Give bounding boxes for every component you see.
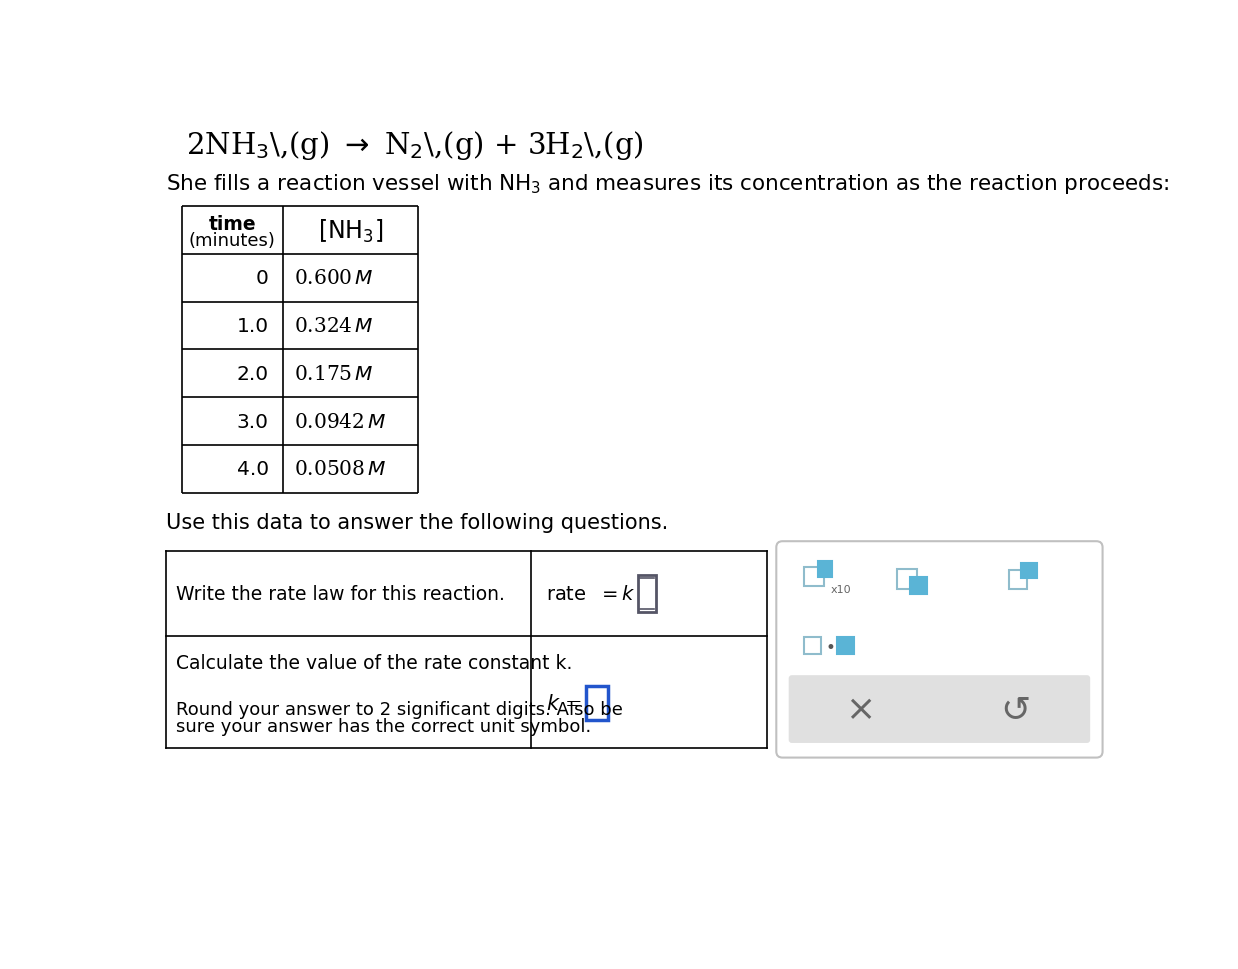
Text: Round your answer to 2 significant digits. Also be: Round your answer to 2 significant digit… (176, 701, 623, 718)
Text: time: time (208, 214, 256, 234)
Text: •: • (826, 639, 836, 657)
Text: ↺: ↺ (1000, 693, 1030, 727)
Text: Calculate the value of the rate constant k.: Calculate the value of the rate constant… (176, 654, 572, 672)
Text: $\left[\mathrm{NH_3}\right]$: $\left[\mathrm{NH_3}\right]$ (318, 217, 383, 244)
Text: (minutes): (minutes) (189, 232, 276, 250)
Text: x10: x10 (831, 584, 852, 594)
Text: 1.0: 1.0 (236, 317, 269, 336)
Text: 0.175$\,M$: 0.175$\,M$ (295, 364, 374, 384)
Bar (805, 638, 821, 655)
Text: rate  $= k$: rate $= k$ (546, 584, 636, 604)
Text: Write the rate law for this reaction.: Write the rate law for this reaction. (176, 584, 505, 604)
Text: 0: 0 (256, 269, 269, 288)
Text: sure your answer has the correct unit symbol.: sure your answer has the correct unit sy… (176, 717, 591, 735)
Text: ×: × (844, 693, 875, 727)
Bar (805, 568, 825, 586)
Text: 0.0508$\,M$: 0.0508$\,M$ (295, 460, 386, 479)
Bar (910, 577, 927, 594)
Text: $k$ =: $k$ = (546, 693, 582, 713)
Bar (837, 638, 854, 655)
Bar (587, 686, 608, 720)
Text: She fills a reaction vessel with NH$_3$ and measures its concentration as the re: She fills a reaction vessel with NH$_3$ … (166, 172, 1170, 196)
Bar (1021, 563, 1036, 578)
Text: 3.0: 3.0 (236, 412, 269, 431)
Bar (1009, 571, 1028, 589)
Text: 4.0: 4.0 (236, 460, 269, 479)
Text: 0.0942$\,M$: 0.0942$\,M$ (295, 412, 386, 431)
FancyBboxPatch shape (776, 542, 1103, 758)
Bar (898, 570, 917, 589)
FancyBboxPatch shape (789, 675, 1091, 743)
Text: 2.0: 2.0 (236, 364, 269, 384)
Text: 2NH$_3$\,(g) $\rightarrow$ N$_2$\,(g) + 3H$_2$\,(g): 2NH$_3$\,(g) $\rightarrow$ N$_2$\,(g) + … (186, 129, 644, 162)
Text: Use this data to answer the following questions.: Use this data to answer the following qu… (166, 513, 669, 532)
Bar (638, 576, 656, 612)
Text: 0.324$\,M$: 0.324$\,M$ (295, 317, 374, 336)
Text: 0.600$\,M$: 0.600$\,M$ (295, 269, 374, 288)
Bar (818, 562, 832, 577)
